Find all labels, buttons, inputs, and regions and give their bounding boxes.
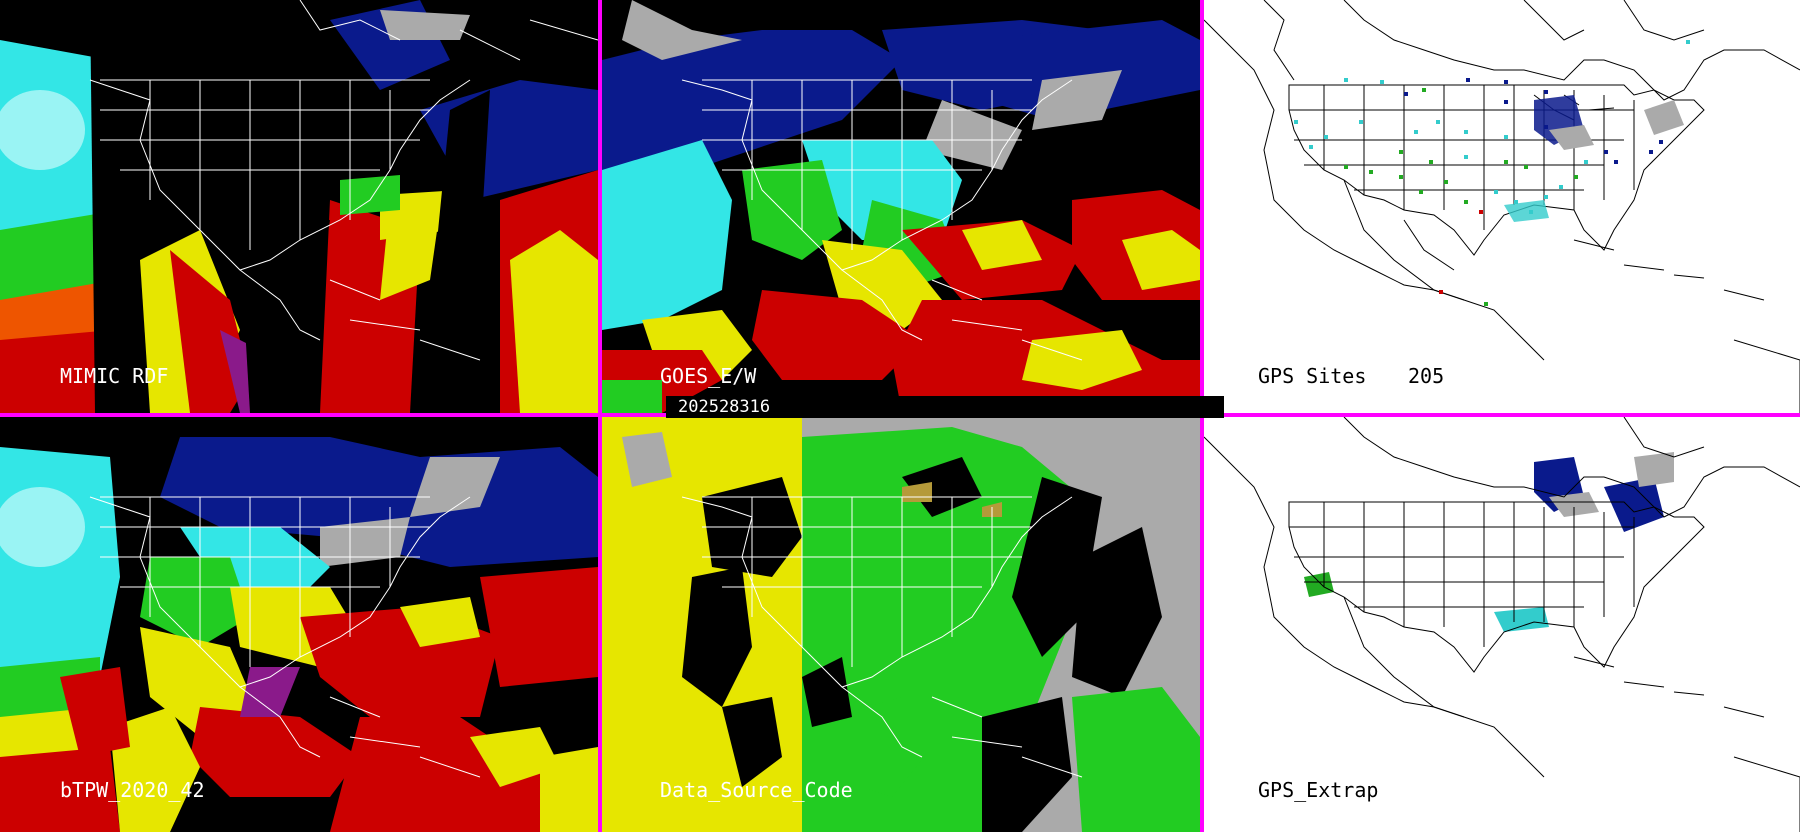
btpw-map	[0, 417, 598, 832]
data-source-code-label: Data_Source_Code	[660, 778, 853, 802]
gps-sites-label: GPS Sites	[1258, 364, 1367, 388]
vertical-divider-left	[598, 0, 602, 832]
mimic-rdf-map	[0, 0, 598, 413]
vertical-divider-right-top	[1200, 0, 1204, 413]
mimic-rdf-label: MIMIC RDF	[60, 364, 169, 388]
goes-ew-map	[602, 0, 1200, 413]
panel-goes-ew: GOES_E/W	[602, 0, 1200, 413]
panel-gps-extrap: GPS_Extrap	[1204, 417, 1800, 832]
panel-data-source-code: Data_Source_Code	[602, 417, 1200, 832]
panel-btpw: bTPW_2020_42	[0, 417, 598, 832]
timestamp-bar: 202528316	[666, 396, 1224, 418]
vertical-divider-right-bottom	[1200, 417, 1204, 832]
goes-ew-label: GOES_E/W	[660, 364, 757, 388]
gps-extrap-label: GPS_Extrap	[1258, 778, 1379, 802]
panel-gps-sites: GPS Sites 205	[1204, 0, 1800, 413]
panel-mimic-rdf: MIMIC RDF	[0, 0, 598, 413]
gps-sites-count: 205	[1408, 364, 1445, 388]
data-source-code-map	[602, 417, 1200, 832]
gps-extrap-map	[1204, 417, 1800, 832]
btpw-label: bTPW_2020_42	[60, 778, 205, 802]
gps-sites-map	[1204, 0, 1800, 413]
